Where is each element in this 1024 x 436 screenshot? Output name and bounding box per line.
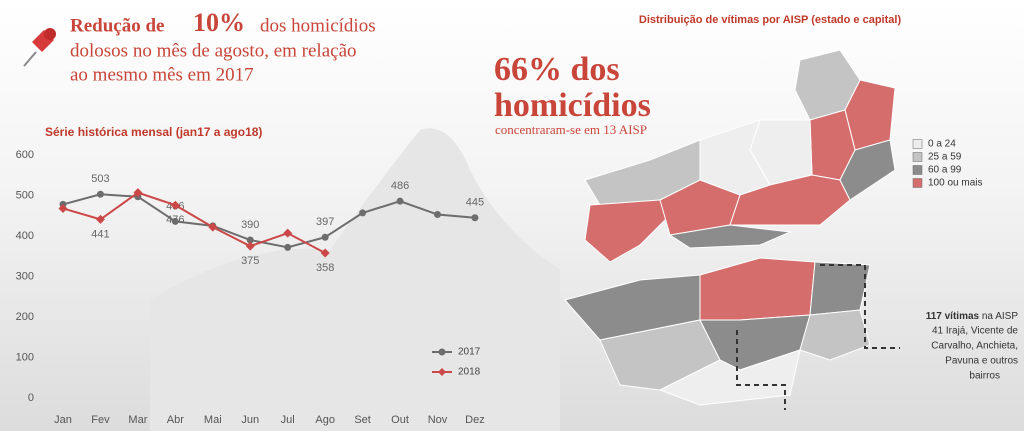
- point: [171, 217, 179, 225]
- point: [96, 190, 104, 198]
- point: [245, 241, 255, 251]
- point: [434, 211, 441, 219]
- legend-swatch: [912, 152, 923, 162]
- y-tick-label: 100: [16, 351, 34, 363]
- y-tick-label: 500: [16, 189, 34, 201]
- legend-label: 60 a 99: [928, 165, 962, 176]
- legend-label: 0 a 24: [928, 139, 956, 150]
- x-tick-label: Fev: [91, 414, 110, 426]
- point: [284, 243, 292, 251]
- data-label: 445: [466, 197, 484, 209]
- legend-swatch: [912, 165, 923, 175]
- map-legend: 0 a 24 25 a 59 60 a 99 100 ou mais: [912, 139, 982, 189]
- x-tick-label: Abr: [167, 414, 184, 426]
- state-map: [584, 49, 896, 263]
- legend-marker: [438, 368, 446, 376]
- data-label: 503: [91, 173, 109, 185]
- x-tick-label: Mai: [204, 414, 222, 426]
- legend-label: 2017: [458, 347, 481, 358]
- pin-icon: [23, 28, 56, 67]
- x-tick-label: Ago: [315, 414, 335, 426]
- point: [359, 209, 367, 217]
- y-tick-label: 400: [16, 230, 34, 242]
- map-title: Distribuição de vítimas por AISP (estado…: [639, 14, 902, 26]
- point: [321, 233, 329, 241]
- data-label: 375: [241, 255, 259, 267]
- headline-lead: Redução de: [70, 15, 164, 36]
- legend-swatch: [912, 178, 923, 188]
- point: [58, 203, 68, 213]
- big-text: homicídios: [494, 87, 651, 124]
- legend-label: 25 a 59: [928, 152, 962, 163]
- series-line: [62, 191, 326, 254]
- callout-lines: [736, 264, 900, 410]
- data-label: 441: [91, 228, 109, 240]
- headline-text: ao mesmo mês em 2017: [70, 64, 254, 85]
- point: [320, 248, 330, 258]
- y-tick-label: 200: [16, 311, 34, 323]
- legend-marker: [438, 348, 446, 356]
- x-tick-label: Dez: [465, 414, 485, 426]
- headline-highlight: 10%: [193, 8, 245, 37]
- point: [246, 236, 254, 244]
- y-tick-label: 0: [28, 392, 34, 404]
- x-tick-label: Jun: [241, 414, 259, 426]
- map-note: bairros: [969, 371, 1000, 382]
- x-tick-label: Out: [391, 414, 409, 426]
- big-text: 66% dos: [494, 51, 620, 88]
- point: [208, 222, 218, 232]
- point: [133, 188, 143, 198]
- legend-label: 100 ou mais: [928, 178, 982, 189]
- map-note: 41 Irajá, Vicente de: [932, 326, 1018, 337]
- x-tick-label: Jan: [54, 414, 72, 426]
- headline-text: dolosos no mês de agosto, em relação: [70, 40, 357, 61]
- x-tick-label: Nov: [428, 414, 448, 426]
- y-tick-label: 600: [16, 149, 34, 161]
- background-mountains: [150, 128, 560, 432]
- y-tick-label: 300: [16, 270, 34, 282]
- headline-text: dos homicídios: [260, 15, 376, 36]
- chart-title: Série histórica mensal (jan17 a ago18): [45, 125, 262, 139]
- x-tick-label: Jul: [281, 414, 295, 426]
- city-map: [564, 257, 871, 406]
- data-label: 390: [241, 219, 259, 231]
- data-label: 476: [166, 214, 184, 226]
- point: [170, 200, 180, 210]
- point: [396, 197, 404, 205]
- data-label: 486: [391, 180, 409, 192]
- big-subtext: concentraram-se em 13 AISP: [495, 122, 647, 137]
- point: [471, 214, 479, 222]
- map-note: Pavuna e outros: [945, 356, 1018, 367]
- data-label: 358: [316, 262, 334, 274]
- x-tick-label: Mar: [128, 414, 147, 426]
- map-note: 117 vítimas na AISP: [926, 311, 1019, 322]
- data-label: 397: [316, 216, 334, 228]
- legend-swatch: [912, 139, 923, 149]
- x-tick-label: Set: [354, 414, 371, 426]
- line-chart: 0 100 200 300 400 500 600 Jan Fev Mar Abr Mai Jun Jul…: [16, 149, 485, 426]
- legend-label: 2018: [458, 367, 481, 378]
- point: [283, 228, 293, 238]
- map-note: Carvalho, Anchieta,: [931, 341, 1018, 352]
- point: [95, 214, 105, 224]
